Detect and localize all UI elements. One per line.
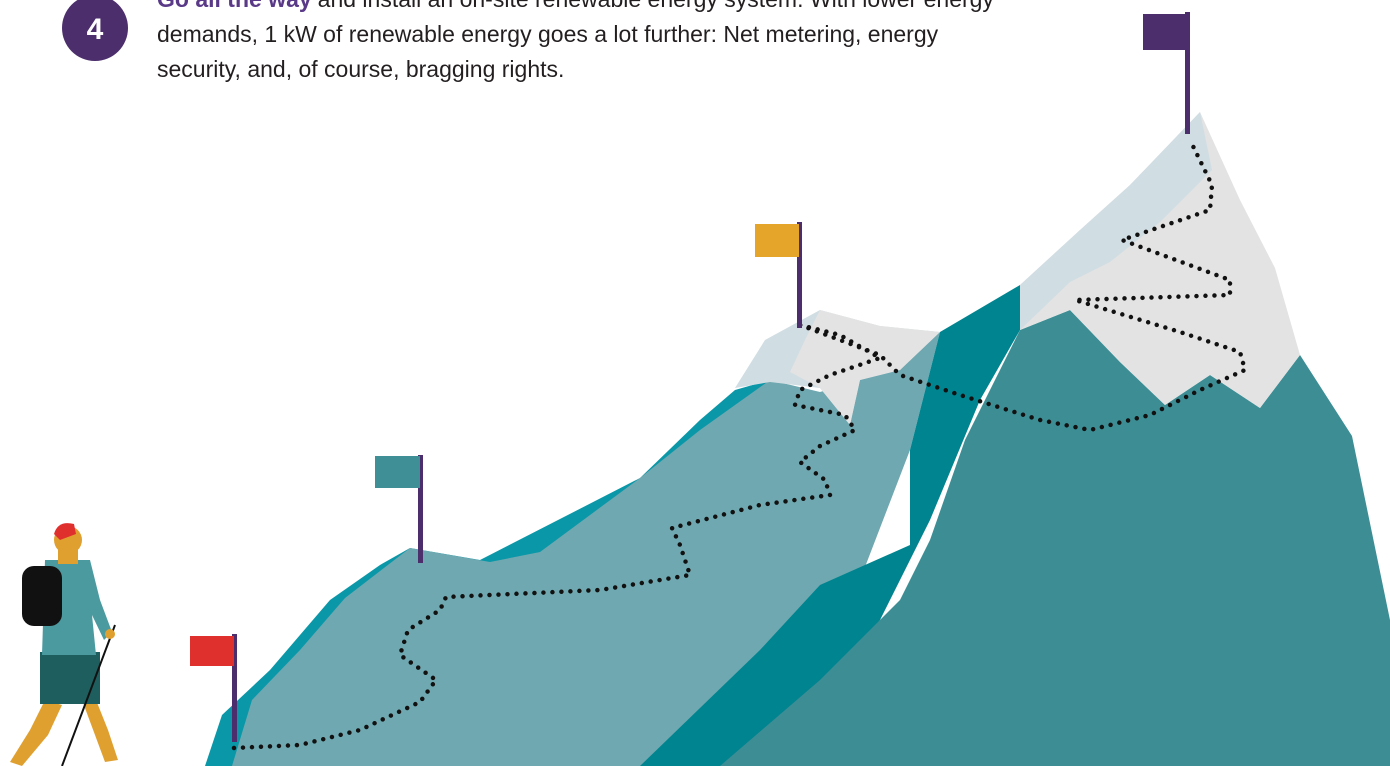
hiker-backpack bbox=[22, 566, 62, 626]
flag-pole bbox=[1185, 12, 1190, 134]
flag-yellow bbox=[755, 224, 799, 257]
hiker-hand bbox=[105, 629, 115, 639]
trail bbox=[231, 137, 1248, 751]
snow-mid-shade bbox=[790, 310, 940, 425]
hiker-leg bbox=[10, 700, 62, 766]
trail-upper bbox=[797, 137, 1248, 433]
step-line: Go all the way and install an on-site ren… bbox=[157, 0, 994, 12]
trail-lower bbox=[231, 322, 886, 751]
step-badge bbox=[62, 0, 128, 61]
flags bbox=[190, 12, 1190, 742]
flag-pole bbox=[232, 634, 237, 742]
step-number: 4 bbox=[87, 13, 104, 46]
step-line: demands, 1 kW of renewable energy goes a… bbox=[157, 21, 939, 47]
mountains bbox=[205, 112, 1390, 766]
hiker-hair bbox=[54, 523, 76, 540]
flag-pole bbox=[797, 222, 802, 328]
flag-red bbox=[190, 636, 234, 666]
mountain-ridge bbox=[640, 285, 1020, 766]
hiker-shorts bbox=[40, 652, 100, 704]
flag-pole bbox=[418, 455, 423, 563]
flag-teal bbox=[375, 456, 420, 488]
hiker-pole bbox=[61, 624, 116, 766]
step-header: 4 Go all the way and install an on-site r… bbox=[62, 0, 994, 82]
step-line: security, and, of course, bragging right… bbox=[157, 56, 564, 82]
mountain-back bbox=[720, 310, 1390, 766]
hiker bbox=[10, 523, 118, 766]
snow-peak-light bbox=[1020, 112, 1212, 330]
step-lead: Go all the way bbox=[157, 0, 312, 12]
flag-purple bbox=[1143, 14, 1187, 50]
hiker-leg bbox=[82, 700, 118, 762]
step-text: and install an on-site renewable energy … bbox=[318, 0, 995, 12]
snow-peak bbox=[1020, 112, 1300, 408]
